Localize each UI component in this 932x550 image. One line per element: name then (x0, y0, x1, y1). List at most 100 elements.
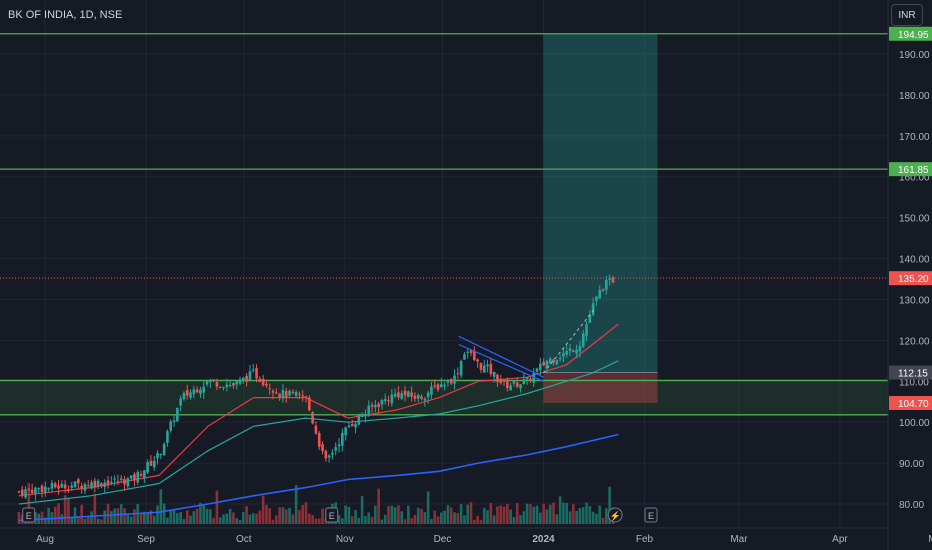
volume-bar (60, 514, 64, 524)
volume-bar (242, 512, 245, 524)
candle-body (271, 390, 275, 393)
earnings-icon (325, 507, 339, 523)
candle-body (578, 346, 582, 352)
candle-body (433, 385, 437, 387)
volume-bar (443, 510, 446, 524)
candle-body (506, 380, 509, 389)
volume-bar (291, 514, 295, 524)
candle-body (27, 489, 31, 491)
candle-body (588, 314, 592, 323)
candle-body (301, 395, 305, 397)
volume-bar (143, 511, 146, 524)
volume-bar (522, 511, 526, 524)
candle-body (182, 392, 186, 400)
volume-bar (179, 512, 182, 524)
candle-body (317, 433, 321, 447)
candle-body (119, 478, 123, 480)
candle-body (552, 359, 555, 363)
candle-body (459, 361, 463, 376)
volume-bar (275, 515, 278, 524)
candle-body (232, 382, 235, 386)
volume-bar (294, 485, 298, 524)
candle-body (268, 388, 272, 390)
volume-bar (410, 518, 413, 524)
candle-body (496, 374, 499, 382)
volume-bar (397, 505, 400, 524)
volume-bar (436, 516, 440, 524)
volume-bar (126, 514, 130, 524)
volume-bar (83, 518, 87, 524)
volume-bar (509, 509, 512, 524)
time-axis[interactable]: Aug Sep Oct Nov Dec 2024 Feb Mar Apr May (36, 534, 932, 545)
candle-body (166, 431, 169, 443)
candle-body (522, 379, 526, 384)
volume-bar (463, 515, 466, 524)
candle-body (548, 358, 552, 364)
volume-bar (605, 508, 608, 524)
volume-bar (139, 512, 143, 524)
channel-lower-line (458, 343, 544, 382)
candle-body (426, 392, 430, 398)
candle-body (463, 354, 466, 360)
candle-body (199, 389, 202, 394)
candle-body (133, 474, 136, 481)
volume-bar (70, 517, 74, 524)
volume-bar (298, 509, 301, 524)
candle-body (360, 416, 364, 418)
candle-body (341, 432, 344, 446)
volume-bar (265, 504, 268, 524)
volume-bar (133, 509, 136, 524)
volume-bar (77, 516, 80, 524)
volume-bar (364, 516, 367, 524)
volume-bar (341, 518, 344, 524)
candle-body (380, 399, 384, 405)
volume-bar (156, 505, 159, 524)
price-axis[interactable]: 190.00 180.00 170.00 160.00 150.00 140.00 130.… (899, 50, 930, 511)
volume-bar (449, 507, 453, 524)
volume-bar (301, 504, 305, 524)
volume-bar (321, 508, 324, 524)
price-label-194-bg (889, 26, 932, 41)
candle-body (502, 380, 506, 382)
candle-body (377, 403, 380, 407)
volume-bar (542, 503, 545, 524)
candle-body (139, 473, 143, 476)
volume-bar (595, 513, 598, 524)
candle-body (294, 392, 298, 396)
volume-bar (489, 502, 493, 524)
volume-bar (80, 504, 83, 524)
candle-body (532, 373, 536, 383)
candle-body (331, 452, 334, 455)
candle-body (324, 450, 328, 459)
currency-button[interactable]: INR (891, 4, 923, 26)
candle-body (598, 289, 602, 299)
volume-bar (413, 514, 417, 524)
price-tick-label: 180.00 (899, 91, 930, 102)
candles-layer (17, 274, 615, 501)
ema-fast-line (18, 323, 619, 497)
candle-body (565, 351, 569, 355)
candle-body (476, 359, 479, 362)
candle-body (100, 483, 103, 487)
candle-body (83, 484, 87, 491)
candle-body (162, 444, 166, 455)
candle-body (192, 389, 196, 395)
candle-body (278, 393, 281, 398)
position-stop-zone (543, 372, 658, 403)
candle-body (146, 462, 149, 473)
volume-bar (588, 506, 592, 524)
volume-bar (387, 506, 390, 524)
candle-body (215, 381, 219, 387)
candle-body (542, 361, 545, 366)
volume-bar (304, 502, 308, 524)
earnings-icon (22, 507, 36, 523)
candle-body (80, 485, 83, 489)
volume-bar (426, 491, 430, 524)
candle-body (149, 460, 153, 466)
candle-body (357, 415, 361, 425)
volume-bar (532, 506, 536, 524)
candle-body (403, 390, 407, 396)
volume-bar (383, 514, 387, 524)
candle-body (205, 381, 209, 385)
